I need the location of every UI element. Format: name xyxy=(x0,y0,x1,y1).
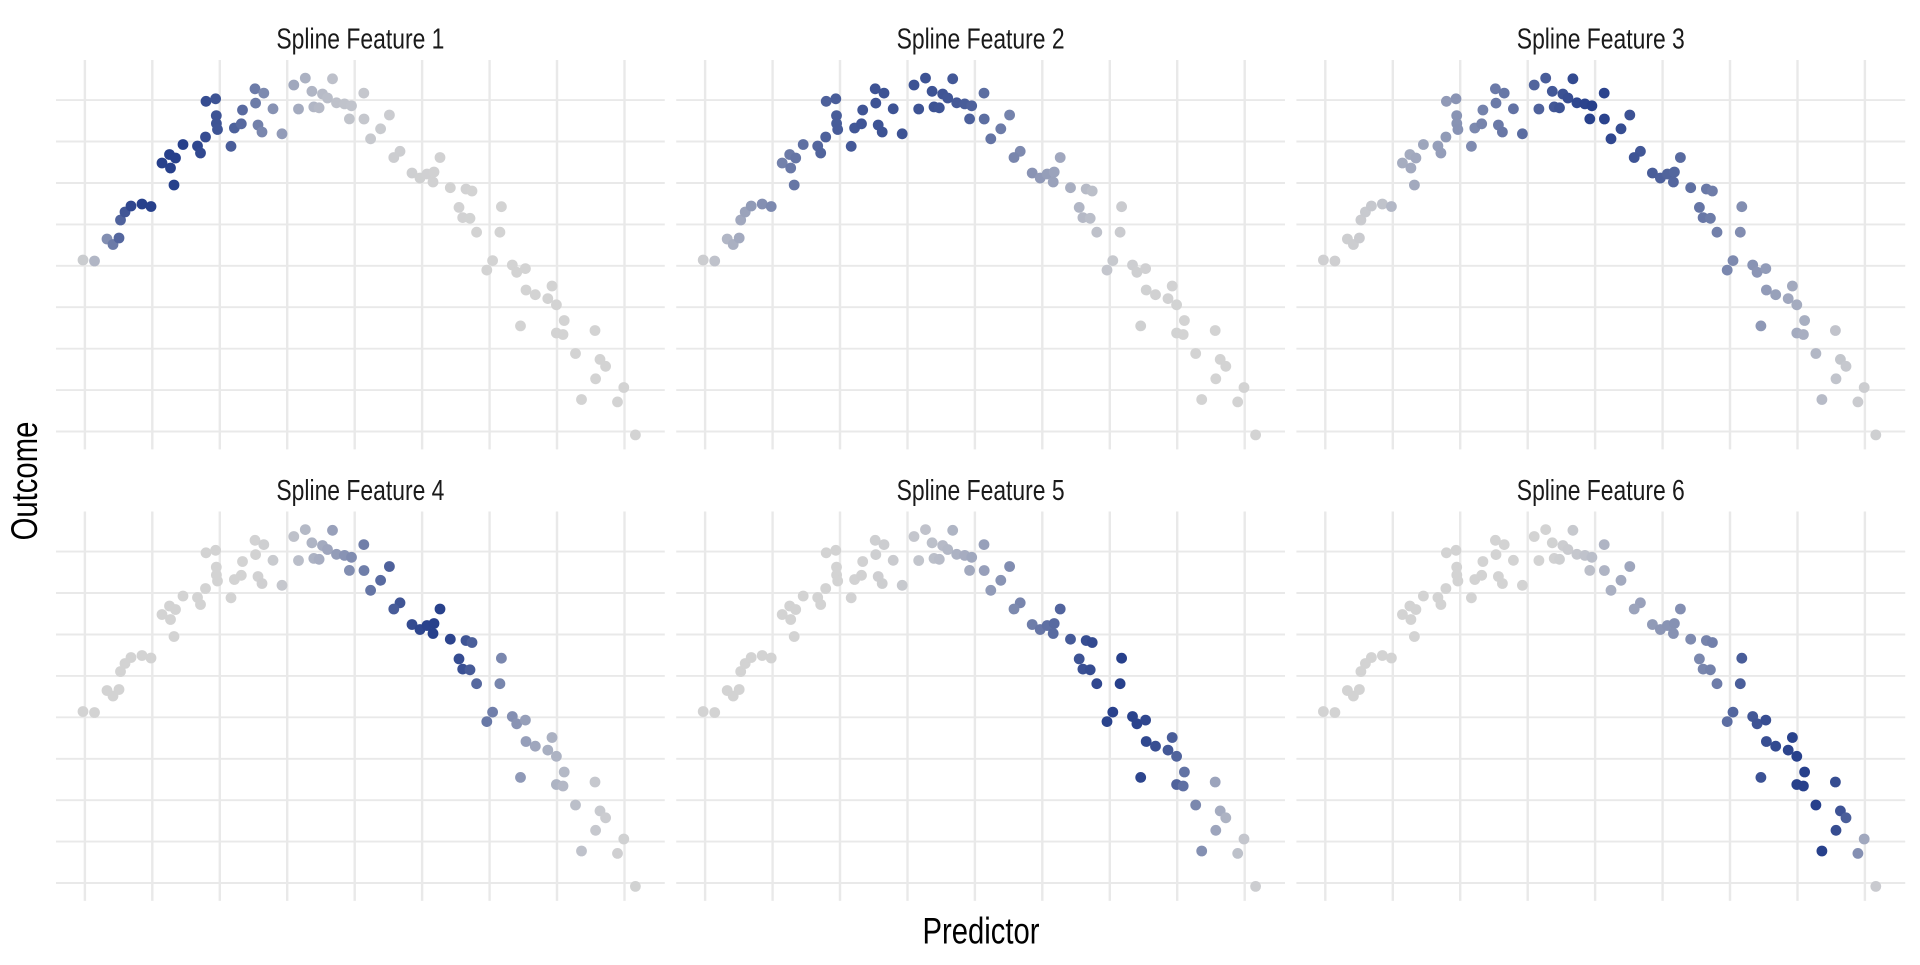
svg-text:Spline Feature 5: Spline Feature 5 xyxy=(897,475,1065,507)
svg-text:Spline Feature 3: Spline Feature 3 xyxy=(1517,24,1685,56)
svg-text:Predictor: Predictor xyxy=(923,910,1040,952)
svg-text:Outcome: Outcome xyxy=(3,422,45,541)
svg-text:Spline Feature 4: Spline Feature 4 xyxy=(276,475,444,507)
svg-text:Spline Feature 6: Spline Feature 6 xyxy=(1517,475,1685,507)
svg-text:Spline Feature 2: Spline Feature 2 xyxy=(897,24,1065,56)
svg-text:Spline Feature 1: Spline Feature 1 xyxy=(276,24,444,56)
